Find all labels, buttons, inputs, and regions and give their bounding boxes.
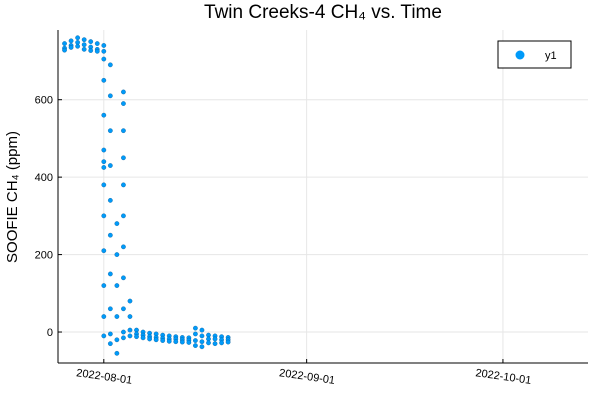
- data-point: [101, 112, 107, 118]
- data-point: [121, 101, 126, 106]
- x-tick-label: 2022-09-01: [278, 367, 335, 387]
- data-point: [206, 340, 211, 346]
- y-tick-label: 200: [35, 250, 53, 262]
- legend: y1: [497, 40, 572, 69]
- data-point: [94, 41, 100, 46]
- data-point: [121, 306, 126, 312]
- data-point: [101, 182, 107, 188]
- data-point: [101, 56, 107, 62]
- data-point: [193, 331, 198, 337]
- data-point: [199, 333, 205, 339]
- data-point: [101, 77, 107, 83]
- data-point: [101, 283, 107, 288]
- data-point: [127, 333, 133, 339]
- data-point: [107, 198, 113, 203]
- data-point: [114, 350, 120, 356]
- data-point: [121, 275, 126, 281]
- data-point: [212, 336, 218, 342]
- y-tick-label: 400: [35, 172, 53, 184]
- data-point: [107, 341, 113, 346]
- data-point: [114, 337, 120, 343]
- data-point: [68, 45, 74, 50]
- data-point: [121, 182, 126, 188]
- data-point: [121, 329, 126, 335]
- data-point: [160, 338, 166, 343]
- data-point: [68, 38, 74, 44]
- data-point: [153, 337, 159, 343]
- data-point: [121, 128, 126, 134]
- data-point: [127, 314, 133, 319]
- data-point: [121, 335, 126, 341]
- points-layer: [62, 35, 231, 356]
- data-point: [173, 339, 179, 345]
- data-point: [107, 331, 113, 337]
- data-point: [62, 41, 67, 46]
- data-point: [107, 128, 113, 134]
- data-point: [127, 327, 133, 333]
- data-point: [114, 221, 120, 226]
- data-point: [127, 298, 133, 304]
- data-point: [81, 37, 87, 43]
- y-tick-label: 600: [35, 95, 53, 107]
- data-point: [225, 339, 231, 345]
- data-point: [101, 147, 107, 153]
- x-tick-label: 2022-10-01: [475, 367, 532, 387]
- data-point: [121, 213, 126, 219]
- data-point: [166, 338, 172, 344]
- data-point: [101, 314, 107, 319]
- data-point: [193, 343, 198, 348]
- data-point: [114, 314, 120, 319]
- data-point: [101, 213, 107, 219]
- data-point: [101, 43, 107, 48]
- data-point: [193, 338, 198, 343]
- axes-layer: [57, 30, 588, 364]
- data-point: [81, 42, 87, 48]
- data-point: [199, 339, 205, 345]
- data-point: [94, 48, 100, 54]
- data-point: [121, 244, 126, 250]
- data-point: [114, 283, 120, 288]
- data-point: [186, 340, 192, 345]
- data-point: [121, 89, 126, 95]
- data-point: [75, 35, 80, 41]
- data-point: [107, 62, 113, 68]
- data-point: [199, 344, 205, 350]
- data-point: [101, 48, 107, 54]
- data-point: [107, 306, 113, 312]
- data-point: [147, 336, 152, 342]
- data-point: [140, 335, 146, 341]
- data-point: [62, 47, 67, 53]
- data-point: [101, 333, 107, 339]
- data-point: [107, 232, 113, 238]
- data-point: [114, 252, 120, 257]
- y-tick-label: 0: [47, 327, 53, 339]
- y-axis-label: SOOFIE CH₄ (ppm): [4, 131, 21, 263]
- data-point: [81, 47, 87, 52]
- grid-layer: [58, 30, 588, 363]
- data-point: [88, 48, 94, 53]
- data-point: [107, 163, 113, 168]
- chart-title: Twin Creeks-4 CH₄ vs. Time: [204, 2, 442, 23]
- data-point: [199, 327, 205, 333]
- x-tick-label: 2022-08-01: [76, 367, 133, 387]
- legend-box: [497, 40, 572, 69]
- data-point: [107, 271, 113, 277]
- data-point: [134, 334, 139, 340]
- legend-marker-y1: [515, 50, 525, 60]
- data-point: [121, 155, 126, 161]
- data-point: [101, 159, 107, 165]
- data-point: [101, 248, 107, 254]
- data-point: [212, 341, 218, 346]
- legend-label-y1: y1: [545, 50, 557, 62]
- data-point: [107, 93, 113, 99]
- data-point: [101, 165, 107, 170]
- data-point: [179, 339, 185, 345]
- data-point: [75, 43, 80, 49]
- data-point: [193, 325, 198, 331]
- data-point: [88, 39, 94, 44]
- data-point: [219, 340, 224, 346]
